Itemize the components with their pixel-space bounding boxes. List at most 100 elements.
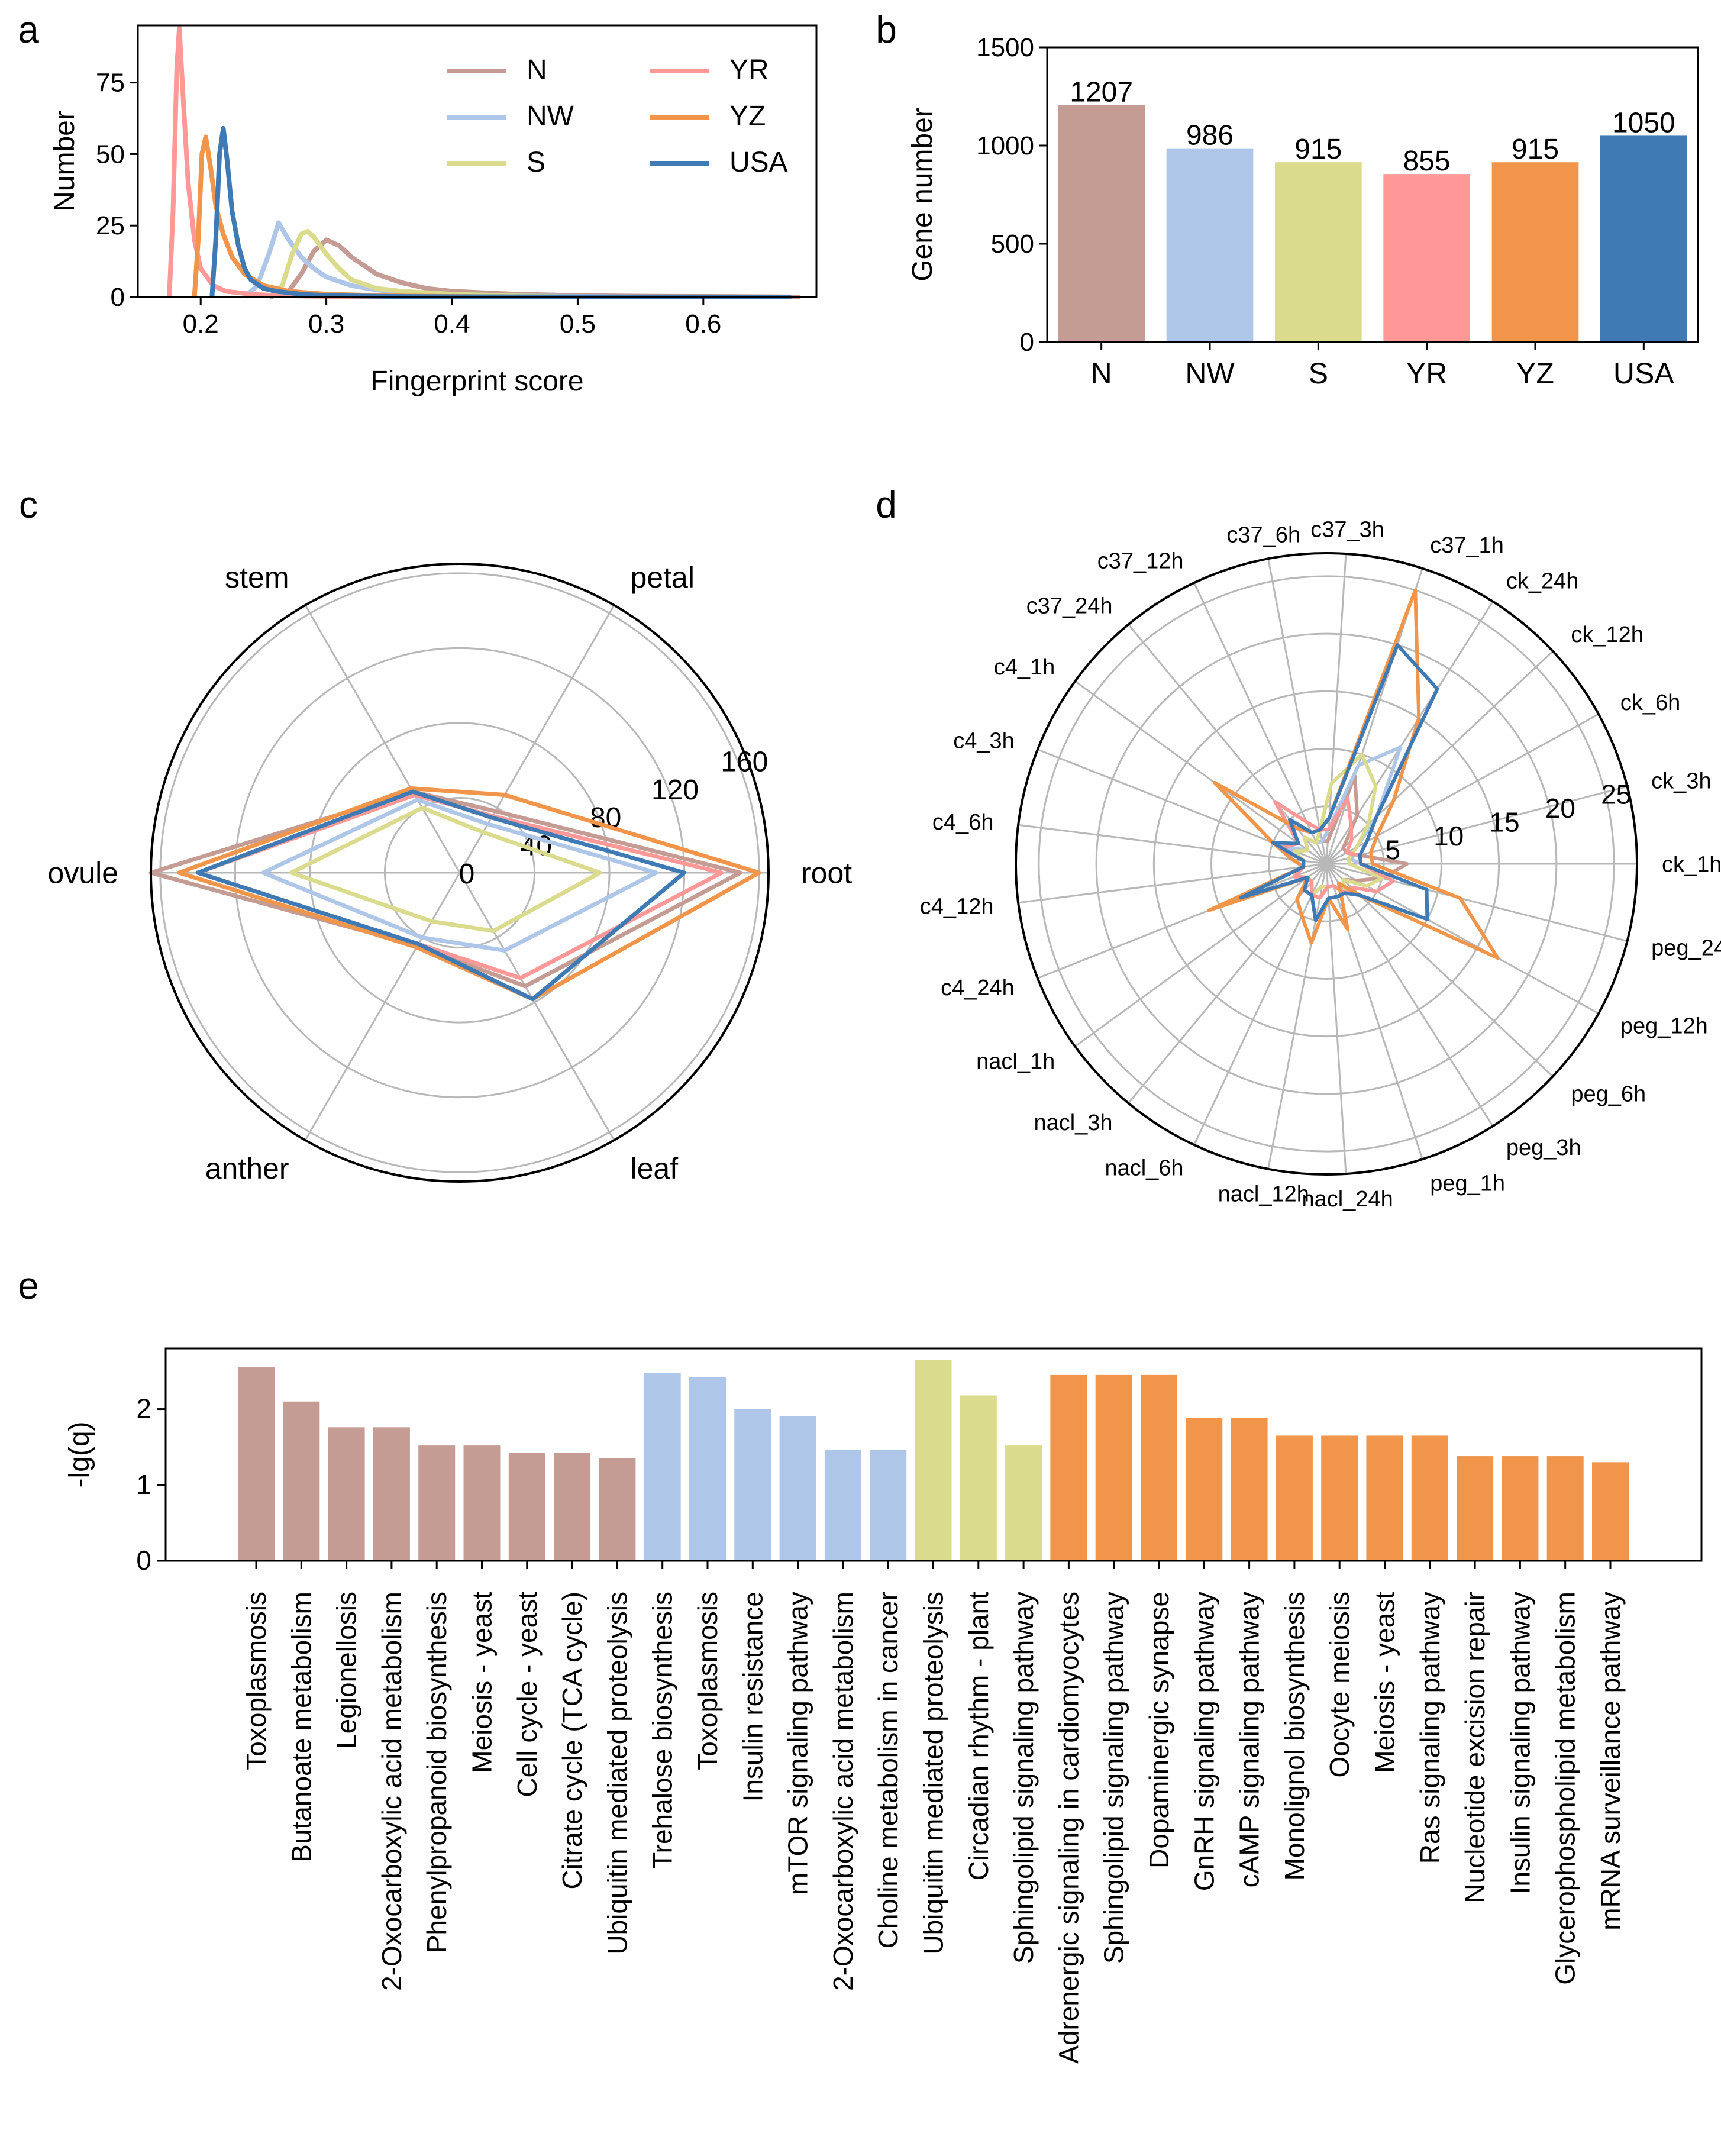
spoke — [1193, 582, 1328, 864]
axis-label-ovule: ovule — [47, 857, 118, 890]
y-axis-label-a: Number — [49, 111, 80, 212]
bar-N — [463, 1445, 501, 1561]
spoke — [1037, 863, 1327, 979]
x-tick-label-a: 0.6 — [685, 309, 721, 338]
bar-N — [418, 1445, 456, 1561]
density-line-YZ — [192, 134, 515, 299]
y-axis-label-b: Gene number — [907, 108, 938, 282]
pathway-label: cAMP signaling pathway — [1234, 1592, 1265, 1887]
spoke — [304, 605, 461, 873]
radar-series-S — [289, 805, 602, 934]
pathway-label: Cell cycle - yeast — [512, 1592, 543, 1797]
bar-N — [283, 1401, 320, 1561]
pathway-label: mTOR signaling pathway — [783, 1592, 813, 1895]
panel-e: Toxoplasmosis Butanoate metabolism Legione… — [64, 1347, 1703, 2064]
pathway-label: Meiosis - yeast — [1370, 1592, 1400, 1773]
bar-N — [1058, 105, 1145, 342]
pathway-label: Toxoplasmosis — [241, 1592, 272, 1770]
bar-USA — [1600, 135, 1687, 342]
spoke — [1325, 863, 1494, 1127]
panel-letter-a: a — [18, 8, 39, 51]
bar-value-label: 915 — [1294, 134, 1342, 165]
pathway-label: mRNA surveillance pathway — [1595, 1592, 1626, 1931]
axis-label-c37_1h: c37_1h — [1430, 533, 1504, 558]
pathway-label: Butanoate metabolism — [286, 1592, 317, 1863]
bar-NW — [824, 1450, 861, 1561]
pathway-label: Ras signaling pathway — [1415, 1592, 1445, 1864]
y-axis-label-e: -lg(q) — [64, 1421, 95, 1487]
spoke — [1193, 863, 1328, 1145]
axis-label-peg_1h: peg_1h — [1430, 1171, 1505, 1196]
y-tick-label-e: 1 — [136, 1469, 151, 1500]
density-line-S — [268, 228, 578, 299]
bar-YZ — [1276, 1435, 1313, 1561]
axis-label-c37_12h: c37_12h — [1097, 548, 1184, 573]
pathway-label: Insulin resistance — [737, 1592, 768, 1802]
axis-label-ck_12h: ck_12h — [1571, 622, 1643, 647]
pathway-label: Adrenergic signaling in cardiomyocytes — [1053, 1592, 1084, 2064]
y-tick-label-a: 0 — [111, 283, 125, 312]
spoke — [1018, 863, 1327, 904]
y-tick-label-b: 0 — [1020, 328, 1034, 357]
y-tick-label-e: 2 — [136, 1393, 151, 1424]
legend-label-YR: YR — [729, 54, 769, 86]
bar-N — [373, 1427, 410, 1561]
bar-YZ — [1546, 1456, 1584, 1561]
bar-NW — [644, 1373, 681, 1561]
y-tick-label-e: 0 — [136, 1545, 151, 1576]
bar-YZ — [1366, 1435, 1403, 1561]
spoke — [1325, 863, 1347, 1174]
bar-YZ — [1231, 1418, 1268, 1561]
polar-frame — [150, 563, 770, 1183]
axis-label-peg_12h: peg_12h — [1620, 1014, 1708, 1038]
bar-NW — [689, 1377, 726, 1561]
axes-frame-b — [1046, 46, 1699, 343]
axis-label-ck_1h: ck_1h — [1662, 852, 1721, 877]
x-tick-label-b: YR — [1406, 357, 1447, 390]
spoke — [1326, 863, 1599, 1015]
bar-N — [599, 1458, 636, 1561]
density-line-N — [269, 237, 800, 299]
spoke — [1325, 650, 1554, 865]
radial-tick-label: 120 — [651, 774, 699, 806]
axis-label-c37_24h: c37_24h — [1026, 593, 1113, 618]
radial-tick-label: 20 — [1545, 793, 1575, 824]
axis-label-stem: stem — [225, 561, 289, 594]
spoke — [1267, 559, 1328, 864]
pathway-label: Citrate cycle (TCA cycle) — [557, 1592, 587, 1890]
pathway-label: Choline metabolism in cancer — [873, 1592, 903, 1948]
radar-series-YZ — [1207, 588, 1500, 960]
bar-YZ — [1491, 162, 1579, 342]
legend-label-NW: NW — [527, 101, 574, 132]
pathway-label: Toxoplasmosis — [692, 1592, 723, 1770]
y-tick-label-b: 1000 — [976, 131, 1034, 160]
radar-series-NW — [261, 798, 658, 953]
panel-a: 0.2 0.3 0.4 0.5 0.6 0 25 50 75 Fingerprint score N… — [49, 24, 818, 397]
pathway-label: Insulin signaling pathway — [1504, 1592, 1535, 1894]
axis-label-leaf: leaf — [631, 1152, 679, 1185]
pathway-label: Trehalose biosynthesis — [647, 1592, 678, 1869]
pathway-label: Monolignol biosynthesis — [1279, 1592, 1310, 1880]
bar-NW — [1166, 148, 1254, 342]
axis-label-c37_3h: c37_3h — [1310, 517, 1384, 542]
y-tick-label-a: 75 — [96, 69, 125, 98]
pathway-label: 2-Oxocarboxylic acid metabolism — [828, 1592, 858, 1991]
axes-frame-e — [164, 1347, 1703, 1562]
pathway-label: Oocyte meiosis — [1324, 1592, 1355, 1777]
bar-NW — [870, 1450, 907, 1561]
y-tick-label-a: 50 — [96, 140, 125, 169]
radial-tick-label: 0 — [459, 858, 475, 890]
axis-label-c4_24h: c4_24h — [941, 976, 1015, 1000]
bar-N — [238, 1367, 275, 1561]
axis-label-c4_3h: c4_3h — [953, 729, 1015, 754]
bar-YZ — [1411, 1435, 1448, 1561]
axis-label-peg_6h: peg_6h — [1571, 1082, 1646, 1106]
panel-d: ck_1hck_3hck_6hck_12hck_24hc37_1hc37_3hc… — [920, 517, 1721, 1212]
bar-YZ — [1050, 1374, 1087, 1561]
axis-label-ck_6h: ck_6h — [1620, 690, 1680, 715]
axis-label-nacl_1h: nacl_1h — [976, 1050, 1055, 1074]
radial-tick-label: 15 — [1489, 806, 1519, 837]
bar-N — [508, 1453, 545, 1561]
pathway-label: Phenylpropanoid biosynthesis — [421, 1592, 452, 1953]
bar-value-label: 855 — [1403, 146, 1451, 177]
